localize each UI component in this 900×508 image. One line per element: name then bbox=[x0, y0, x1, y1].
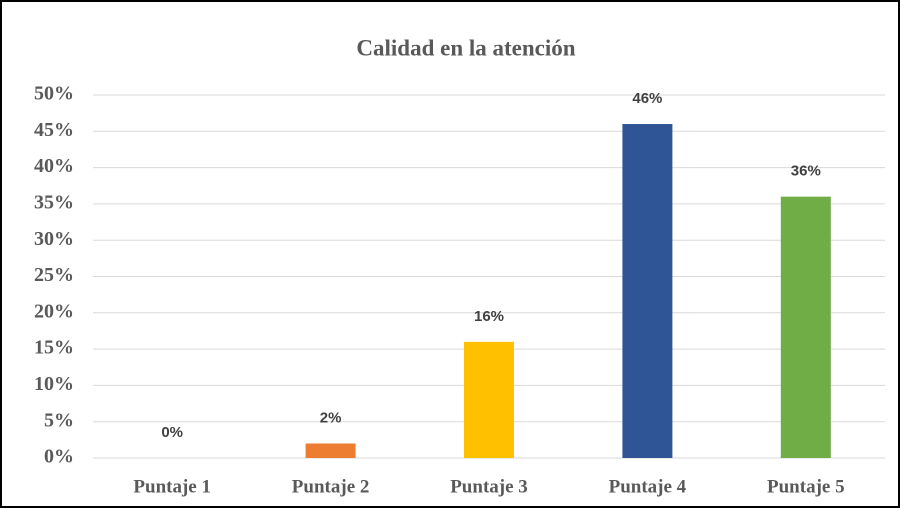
y-tick-label: 30% bbox=[34, 228, 74, 250]
y-tick-label: 45% bbox=[34, 119, 74, 141]
data-label: 2% bbox=[320, 409, 342, 426]
chart-title: Calidad en la atención bbox=[356, 35, 575, 60]
data-label: 46% bbox=[632, 90, 662, 107]
y-tick-label: 10% bbox=[34, 373, 74, 395]
x-tick-label: Puntaje 1 bbox=[133, 476, 211, 497]
y-tick-label: 15% bbox=[34, 337, 74, 359]
bar bbox=[622, 124, 673, 458]
y-tick-label: 25% bbox=[34, 264, 74, 286]
y-tick-label: 50% bbox=[34, 83, 74, 105]
y-tick-label: 35% bbox=[34, 191, 74, 213]
x-tick-label: Puntaje 3 bbox=[450, 476, 528, 497]
y-tick-label: 0% bbox=[44, 446, 74, 468]
x-tick-label: Puntaje 2 bbox=[292, 476, 370, 497]
data-label: 0% bbox=[161, 424, 183, 441]
x-tick-label: Puntaje 5 bbox=[767, 476, 845, 497]
data-label: 36% bbox=[791, 163, 821, 180]
bar bbox=[464, 341, 514, 458]
bar bbox=[305, 443, 356, 458]
y-tick-label: 20% bbox=[34, 300, 74, 322]
x-tick-label: Puntaje 4 bbox=[609, 476, 687, 497]
data-label: 16% bbox=[474, 308, 504, 325]
y-tick-label: 5% bbox=[44, 409, 74, 431]
bar bbox=[780, 196, 831, 458]
y-tick-label: 40% bbox=[34, 155, 74, 177]
